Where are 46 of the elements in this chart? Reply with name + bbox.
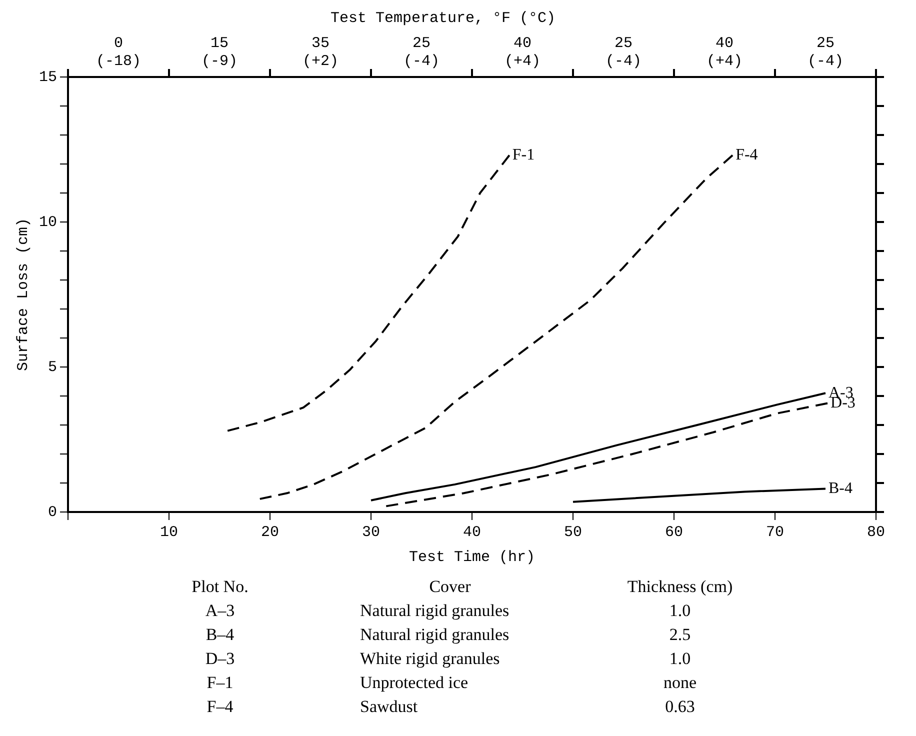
text: B–4 [204,624,236,646]
series-label: F-1 [512,146,535,164]
x-tick-label: 30 [362,524,380,541]
series-label: F-4 [736,146,758,164]
text: 25 (-4) [605,35,642,70]
x-tick-label: 40 [462,524,482,541]
text: White rigid granules [359,648,501,670]
text: Sawdust [359,696,419,718]
legend-label: B-4 [828,480,852,498]
text: Unprotected ice [359,672,470,694]
text: Thickness (cm) [626,576,734,598]
text: 15 (-9) [201,35,238,70]
line-series [226,154,510,432]
text: F–1 [206,672,234,694]
text: 0.63 [664,696,696,718]
text: Natural rigid granules [359,624,510,646]
text: 1.0 [668,648,692,670]
x-tick-label: 10 [160,524,178,541]
y-tick-label: 0 [48,504,58,521]
text: Natural rigid granules [359,600,510,622]
y-tick-label: 10 [38,214,58,231]
x-tick-label: 20 [260,524,280,541]
y-axis-title: Surface Loss (cm) [14,218,32,372]
text: 1.0 [668,600,692,622]
text: 25 (-4) [403,35,440,70]
text: D–3 [204,648,236,670]
text: 40 (+4) [504,35,541,70]
x-axis-title: Test Time (hr) [408,548,536,566]
y-tick-label: 5 [48,358,58,376]
x-tick-label: 70 [766,524,784,541]
y-tick-label: 15 [38,68,58,86]
text: 0 (-18) [96,35,142,70]
x-tick-label: 60 [664,524,684,541]
line-series [385,402,829,508]
text: A–3 [204,600,236,622]
x-tick-label: 80 [866,524,886,541]
text: Cover [428,576,472,598]
text: 2.5 [668,624,692,646]
text: none [662,672,698,694]
text: 40 (+4) [706,35,743,70]
text: Plot No. [190,576,250,598]
chart-title: Test Temperature, °F (°C) [330,10,556,27]
text: F–4 [206,696,234,718]
text: 25 (-4) [807,35,844,70]
x-tick-label: 50 [564,524,582,541]
text: 35 (+2) [302,35,339,70]
